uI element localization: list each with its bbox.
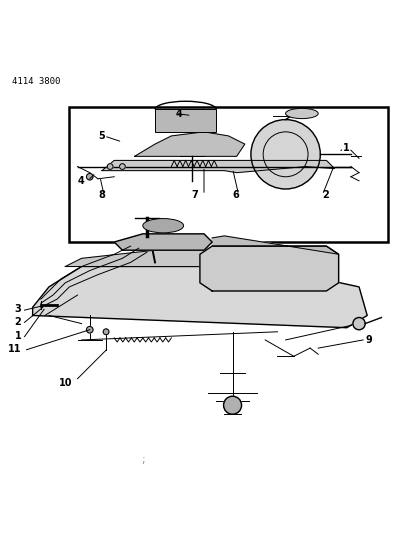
Bar — [69, 107, 388, 242]
Circle shape — [353, 318, 365, 330]
Text: 2: 2 — [14, 317, 21, 327]
Circle shape — [86, 173, 93, 180]
Ellipse shape — [143, 219, 184, 233]
Circle shape — [120, 164, 125, 169]
Circle shape — [251, 119, 320, 189]
Text: 9: 9 — [365, 335, 372, 345]
Polygon shape — [65, 250, 306, 266]
Polygon shape — [135, 132, 245, 156]
Text: 1: 1 — [14, 331, 21, 341]
Polygon shape — [102, 160, 335, 173]
Text: 2: 2 — [322, 190, 329, 200]
Text: 11: 11 — [8, 344, 21, 354]
Polygon shape — [212, 236, 339, 254]
Polygon shape — [114, 234, 212, 250]
Text: 6: 6 — [233, 190, 239, 200]
Text: 3: 3 — [14, 304, 21, 314]
Text: 10: 10 — [58, 378, 72, 388]
Text: 5: 5 — [98, 131, 105, 141]
Polygon shape — [33, 266, 367, 328]
Ellipse shape — [286, 108, 318, 119]
Text: 4: 4 — [78, 176, 84, 186]
Bar — [155, 109, 216, 132]
Circle shape — [224, 396, 242, 414]
Text: 4114 3800: 4114 3800 — [12, 77, 61, 86]
Text: 1: 1 — [343, 143, 350, 153]
Polygon shape — [200, 246, 339, 291]
Text: 7: 7 — [192, 190, 199, 200]
Text: ;: ; — [141, 455, 144, 465]
Text: 8: 8 — [98, 190, 105, 200]
Circle shape — [107, 164, 113, 169]
Circle shape — [103, 329, 109, 335]
Text: 4: 4 — [175, 109, 182, 118]
Circle shape — [86, 327, 93, 333]
